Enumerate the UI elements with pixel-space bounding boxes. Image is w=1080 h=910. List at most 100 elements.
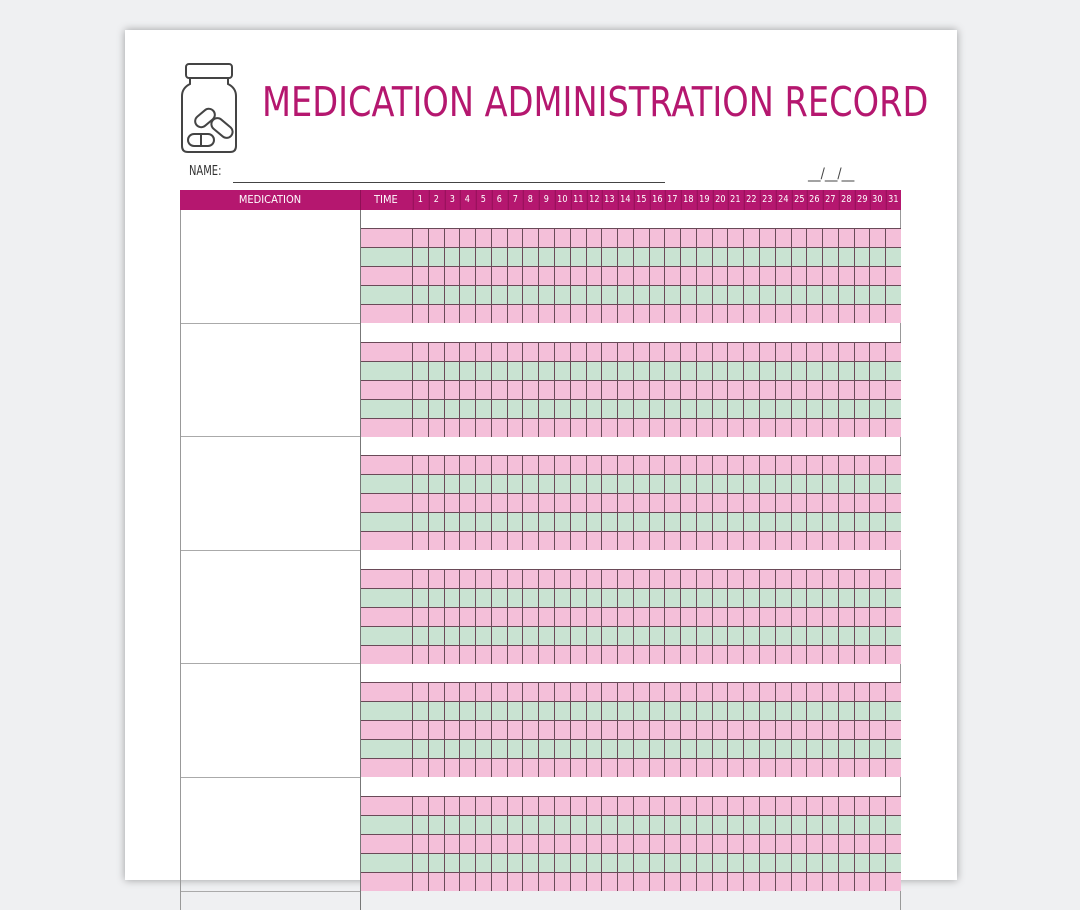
dose-cell[interactable] [490, 872, 507, 891]
dose-cell[interactable] [822, 568, 838, 588]
dose-cell[interactable] [743, 455, 760, 475]
dose-cell[interactable] [412, 568, 428, 588]
dose-cell[interactable] [727, 872, 744, 891]
dose-cell[interactable] [695, 398, 712, 418]
dose-cell[interactable] [680, 587, 696, 607]
dose-cell[interactable] [412, 682, 428, 702]
dose-cell[interactable] [695, 455, 712, 475]
dose-cell[interactable] [711, 796, 728, 815]
dose-cell[interactable] [538, 398, 554, 418]
dose-cell[interactable] [490, 360, 507, 380]
dose-cell[interactable] [853, 720, 870, 740]
dose-cell[interactable] [869, 644, 886, 664]
time-cell[interactable] [361, 568, 412, 588]
dose-cell[interactable] [538, 720, 554, 740]
dose-cell[interactable] [648, 815, 665, 834]
dose-cell[interactable] [711, 625, 728, 645]
dose-cell[interactable] [585, 531, 602, 551]
dose-cell[interactable] [806, 587, 823, 607]
dose-cell[interactable] [538, 512, 554, 532]
dose-cell[interactable] [459, 417, 476, 437]
dose-cell[interactable] [743, 796, 760, 815]
dose-cell[interactable] [538, 644, 554, 664]
dose-cell[interactable] [427, 455, 444, 475]
dose-cell[interactable] [506, 739, 523, 759]
dose-cell[interactable] [427, 720, 444, 740]
dose-cell[interactable] [475, 379, 491, 399]
dose-cell[interactable] [885, 758, 901, 778]
dose-cell[interactable] [664, 796, 681, 815]
dose-cell[interactable] [822, 644, 838, 664]
dose-cell[interactable] [853, 815, 870, 834]
dose-cell[interactable] [837, 834, 854, 853]
dose-cell[interactable] [648, 682, 665, 702]
dose-cell[interactable] [806, 398, 823, 418]
dose-cell[interactable] [617, 796, 633, 815]
dose-cell[interactable] [790, 853, 807, 872]
dose-cell[interactable] [853, 493, 870, 513]
dose-cell[interactable] [837, 701, 854, 721]
dose-cell[interactable] [743, 285, 760, 304]
dose-cell[interactable] [522, 531, 539, 551]
dose-cell[interactable] [790, 360, 807, 380]
dose-cell[interactable] [648, 606, 665, 626]
dose-cell[interactable] [711, 739, 728, 759]
dose-cell[interactable] [790, 758, 807, 778]
dose-cell[interactable] [664, 304, 681, 323]
dose-cell[interactable] [822, 815, 838, 834]
dose-cell[interactable] [774, 853, 791, 872]
dose-cell[interactable] [459, 815, 476, 834]
dose-cell[interactable] [759, 360, 775, 380]
dose-cell[interactable] [427, 341, 444, 361]
dose-cell[interactable] [743, 739, 760, 759]
dose-cell[interactable] [759, 531, 775, 551]
dose-cell[interactable] [443, 568, 460, 588]
dose-cell[interactable] [585, 474, 602, 494]
dose-cell[interactable] [443, 531, 460, 551]
dose-cell[interactable] [806, 531, 823, 551]
dose-cell[interactable] [585, 512, 602, 532]
dose-cell[interactable] [822, 625, 838, 645]
dose-cell[interactable] [837, 379, 854, 399]
dose-cell[interactable] [664, 701, 681, 721]
dose-cell[interactable] [553, 720, 570, 740]
dose-cell[interactable] [885, 247, 901, 266]
time-cell[interactable] [361, 758, 412, 778]
dose-cell[interactable] [885, 625, 901, 645]
dose-cell[interactable] [427, 531, 444, 551]
dose-cell[interactable] [443, 474, 460, 494]
dose-cell[interactable] [853, 304, 870, 323]
dose-cell[interactable] [774, 247, 791, 266]
dose-cell[interactable] [822, 266, 838, 285]
dose-cell[interactable] [680, 266, 696, 285]
dose-cell[interactable] [806, 493, 823, 513]
dose-cell[interactable] [617, 644, 633, 664]
dose-cell[interactable] [553, 228, 570, 247]
dose-cell[interactable] [869, 758, 886, 778]
dose-cell[interactable] [822, 682, 838, 702]
dose-cell[interactable] [790, 304, 807, 323]
dose-cell[interactable] [601, 739, 618, 759]
dose-cell[interactable] [806, 417, 823, 437]
dose-cell[interactable] [759, 474, 775, 494]
dose-cell[interactable] [522, 606, 539, 626]
dose-cell[interactable] [443, 872, 460, 891]
dose-cell[interactable] [837, 228, 854, 247]
dose-cell[interactable] [648, 285, 665, 304]
dose-cell[interactable] [806, 304, 823, 323]
time-cell[interactable] [361, 644, 412, 664]
dose-cell[interactable] [774, 285, 791, 304]
dose-cell[interactable] [522, 266, 539, 285]
time-cell[interactable] [361, 379, 412, 399]
dose-cell[interactable] [648, 493, 665, 513]
dose-cell[interactable] [475, 455, 491, 475]
dose-cell[interactable] [538, 285, 554, 304]
dose-cell[interactable] [680, 625, 696, 645]
time-cell[interactable] [361, 398, 412, 418]
dose-cell[interactable] [632, 796, 649, 815]
dose-cell[interactable] [869, 266, 886, 285]
dose-cell[interactable] [837, 587, 854, 607]
dose-cell[interactable] [664, 512, 681, 532]
dose-cell[interactable] [475, 512, 491, 532]
dose-cell[interactable] [869, 512, 886, 532]
